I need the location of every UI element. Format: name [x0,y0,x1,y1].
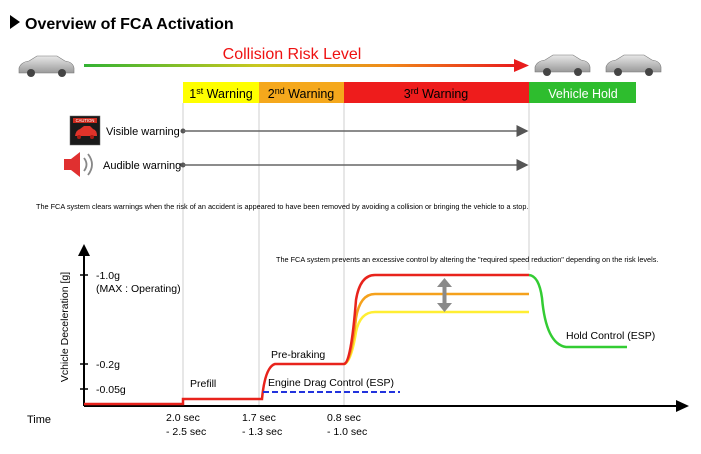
audible-warning-line [180,159,529,171]
x-tick-1-line2: - 2.5 sec [166,426,206,438]
warning-3-label: 3rd Warning [404,86,469,101]
graph-axes [78,244,689,412]
warning-1-label: 1st Warning [189,86,253,101]
warning-2-label: 2nd Warning [268,86,335,101]
y-tick-prebraking: -0.2g [96,359,120,371]
note-prevent-excessive-control: The FCA system prevents an excessive con… [276,255,658,264]
warning-2-bar [259,82,344,103]
car-left-icon [18,55,75,77]
y-tick-prefill: -0.05g [96,384,126,396]
y-tick-max-note: (MAX : Operating) [96,283,181,295]
max-decel-curve [84,273,529,406]
risk-level-label: Collision Risk Level [223,46,362,63]
double-arrow-icon [437,278,452,312]
x-tick-3-line2: - 1.0 sec [327,426,367,438]
play-triangle-icon [10,15,20,29]
vehicle-hold-label: Vehicle Hold [548,87,618,101]
x-tick-1-line1: 2.0 sec [166,412,200,424]
hold-control-label: Hold Control (ESP) [566,330,655,342]
car-middle-icon [534,54,591,76]
speaker-icon [64,152,93,177]
y-tick-max: -1.0g [96,270,120,282]
risk-level-arrow [84,59,529,72]
phase-guide-lines [182,103,530,405]
title-text: Overview of FCA Activation [25,16,234,33]
audible-warning-label: Audible warning [103,160,181,172]
y-axis-label: Vchicle Deceleration [g] [59,272,71,382]
x-tick-3-line1: 0.8 sec [327,412,361,424]
car-right-icon [605,54,662,76]
note-clear-warnings: The FCA system clears warnings when the … [36,202,528,211]
page-title: Overview of FCA Activation [10,15,234,33]
hold-control-curve [528,273,627,349]
x-tick-2-line1: 1.7 sec [242,412,276,424]
prefill-label: Prefill [190,378,216,390]
prebraking-label: Pre-braking [271,349,325,361]
vehicle-hold-bar [529,82,636,103]
engine-drag-label: Engine Drag Control (ESP) [268,377,394,389]
caution-display-icon: CAUTION [69,115,101,146]
x-axis-label: Time [27,414,51,426]
warning-2-decel-curve [343,292,529,366]
x-tick-2-line2: - 1.3 sec [242,426,282,438]
visible-warning-label: Visible warning [106,126,180,138]
visible-warning-line [180,125,529,137]
warning-1-decel-curve [343,310,529,366]
warning-3-bar [344,82,529,103]
warning-1-bar [183,82,259,103]
caution-badge-text: CAUTION [76,118,95,123]
